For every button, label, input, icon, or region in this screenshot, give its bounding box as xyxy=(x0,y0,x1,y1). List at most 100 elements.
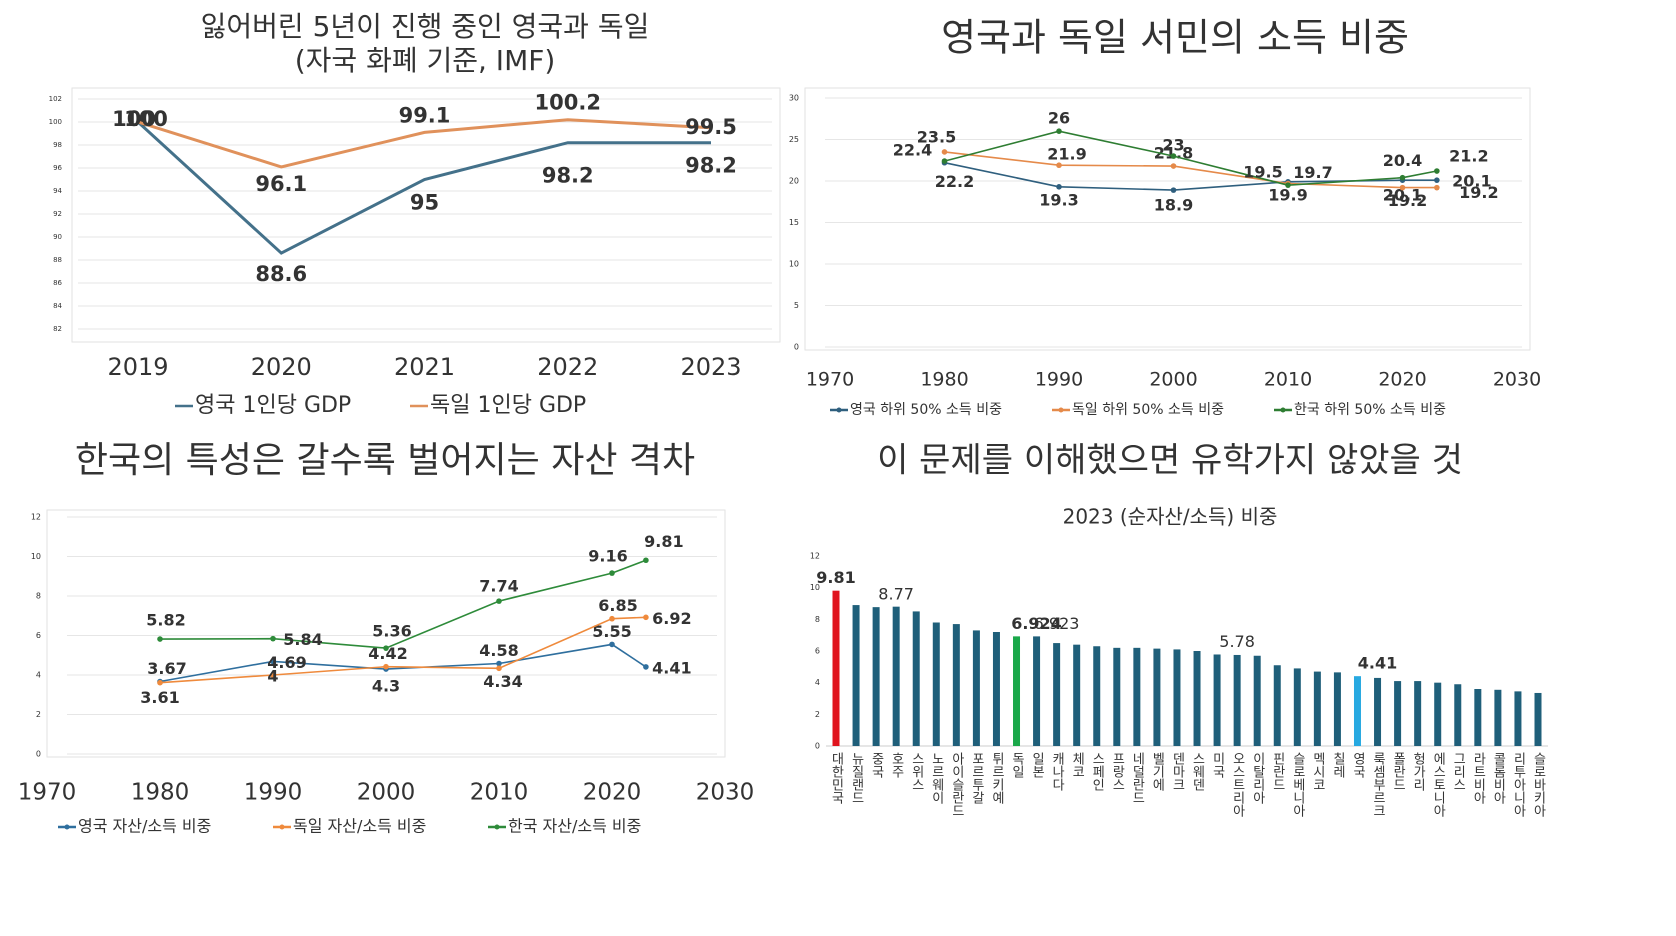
data-label: 4.3 xyxy=(372,677,400,696)
y-tick-label: 25 xyxy=(789,135,799,144)
x-tick-label: 슬로베니아 xyxy=(1290,752,1305,817)
x-tick-label: 2030 xyxy=(696,780,755,806)
bar xyxy=(832,590,840,746)
bar xyxy=(1494,689,1502,746)
data-label: 19.7 xyxy=(1293,163,1332,182)
bar xyxy=(972,630,980,746)
plot-frame xyxy=(804,87,1531,351)
bar xyxy=(1033,636,1041,746)
data-label: 19.2 xyxy=(1388,191,1427,210)
chart-title: 영국과 독일 서민의 소득 비중 xyxy=(941,16,1409,60)
bar xyxy=(1213,654,1221,746)
data-label: 5.36 xyxy=(372,622,411,641)
legend-label: 한국 자산/소득 비중 xyxy=(508,817,641,836)
point xyxy=(270,672,276,678)
data-label: 6.924 xyxy=(1011,614,1062,633)
legend-label: 영국 하위 50% 소득 비중 xyxy=(850,402,1002,418)
x-tick-label: 캐나다 xyxy=(1049,752,1064,791)
data-label: 9.81 xyxy=(644,532,683,551)
point xyxy=(1434,168,1440,174)
x-tick-label: 1980 xyxy=(920,369,968,391)
x-tick-label: 라트비아 xyxy=(1470,752,1485,804)
legend-label: 독일 하위 50% 소득 비중 xyxy=(1072,402,1224,418)
point xyxy=(609,615,615,622)
x-tick-label: 호주 xyxy=(889,752,904,778)
point xyxy=(1434,184,1440,191)
data-label: 4.69 xyxy=(267,653,306,672)
y-tick-label: 10 xyxy=(31,552,41,561)
bar xyxy=(1534,692,1542,746)
x-tick-label: 2019 xyxy=(107,353,168,381)
legend-marker xyxy=(1058,407,1064,413)
data-label: 19.5 xyxy=(1243,163,1282,182)
x-tick-label: 스위스 xyxy=(909,752,924,791)
data-label: 5.78 xyxy=(1219,632,1255,651)
x-tick-label: 2000 xyxy=(1149,369,1197,391)
y-tick-label: 82 xyxy=(53,325,62,333)
series-line xyxy=(944,161,1437,191)
data-label: 26 xyxy=(1048,109,1070,128)
point xyxy=(609,570,615,576)
data-label: 18.9 xyxy=(1154,196,1193,215)
bar xyxy=(1353,676,1361,746)
data-label: 20.1 xyxy=(1452,172,1491,191)
plot-frame xyxy=(46,509,726,758)
x-tick-label: 포르투갈 xyxy=(969,752,984,804)
point xyxy=(496,665,502,672)
bar xyxy=(1053,643,1061,746)
x-tick-label: 아이슬란드 xyxy=(949,752,964,817)
chart-title: 잃어버린 5년이 진행 중인 영국과 독일 xyxy=(201,10,650,43)
x-tick-label: 핀란드 xyxy=(1270,752,1285,791)
bar xyxy=(1153,648,1161,746)
legend-label: 독일 1인당 GDP xyxy=(430,393,586,418)
y-tick-label: 92 xyxy=(53,210,62,218)
bar xyxy=(1133,647,1141,746)
x-tick-label: 1970 xyxy=(806,369,854,391)
y-tick-label: 4 xyxy=(815,678,820,687)
point xyxy=(1056,184,1062,190)
data-label: 99.5 xyxy=(685,115,737,139)
x-tick-label: 에스토니아 xyxy=(1430,752,1445,817)
chart-title: 이 문제를 이해했으면 유학가지 않았을 것 xyxy=(877,441,1463,481)
point xyxy=(941,149,948,155)
data-label: 4.34 xyxy=(483,672,522,691)
bar xyxy=(952,624,960,746)
bar xyxy=(1293,668,1301,746)
data-label: 20.4 xyxy=(1383,151,1422,170)
x-tick-label: 폴란드 xyxy=(1390,752,1405,791)
bar xyxy=(1193,651,1201,746)
y-tick-label: 8 xyxy=(36,592,41,601)
y-tick-label: 98 xyxy=(53,141,62,149)
bar xyxy=(992,632,1000,746)
data-label: 5.55 xyxy=(592,622,631,641)
data-label: 19.3 xyxy=(1039,190,1078,209)
series-line xyxy=(159,616,646,684)
bar xyxy=(872,607,880,746)
x-tick-label: 룩셈부르크 xyxy=(1370,752,1385,817)
y-tick-label: 88 xyxy=(53,256,62,264)
x-tick-label: 대한민국 xyxy=(829,752,844,804)
x-tick-label: 오스트리아 xyxy=(1230,752,1245,817)
y-tick-label: 10 xyxy=(810,583,820,592)
bar xyxy=(1474,689,1482,746)
data-label: 4.41 xyxy=(1358,654,1397,673)
x-tick-label: 1990 xyxy=(1035,369,1083,391)
data-label: 4 xyxy=(267,667,278,686)
data-label: 23.5 xyxy=(917,127,956,146)
series-line xyxy=(944,151,1437,189)
x-tick-label: 노르웨이 xyxy=(929,752,944,804)
data-label: 96.1 xyxy=(255,172,307,196)
y-tick-label: 6 xyxy=(815,647,820,656)
bar xyxy=(1514,691,1522,746)
y-tick-label: 4 xyxy=(36,671,41,680)
point xyxy=(157,679,163,686)
bar xyxy=(1273,665,1281,746)
series-line xyxy=(136,120,711,255)
chart-subtitle: (자국 화폐 기준, IMF) xyxy=(295,44,556,77)
legend-label: 독일 자산/소득 비중 xyxy=(293,817,426,836)
bar xyxy=(1093,646,1101,746)
point xyxy=(270,635,276,642)
x-tick-label: 프랑스 xyxy=(1109,752,1124,791)
point xyxy=(496,598,502,604)
